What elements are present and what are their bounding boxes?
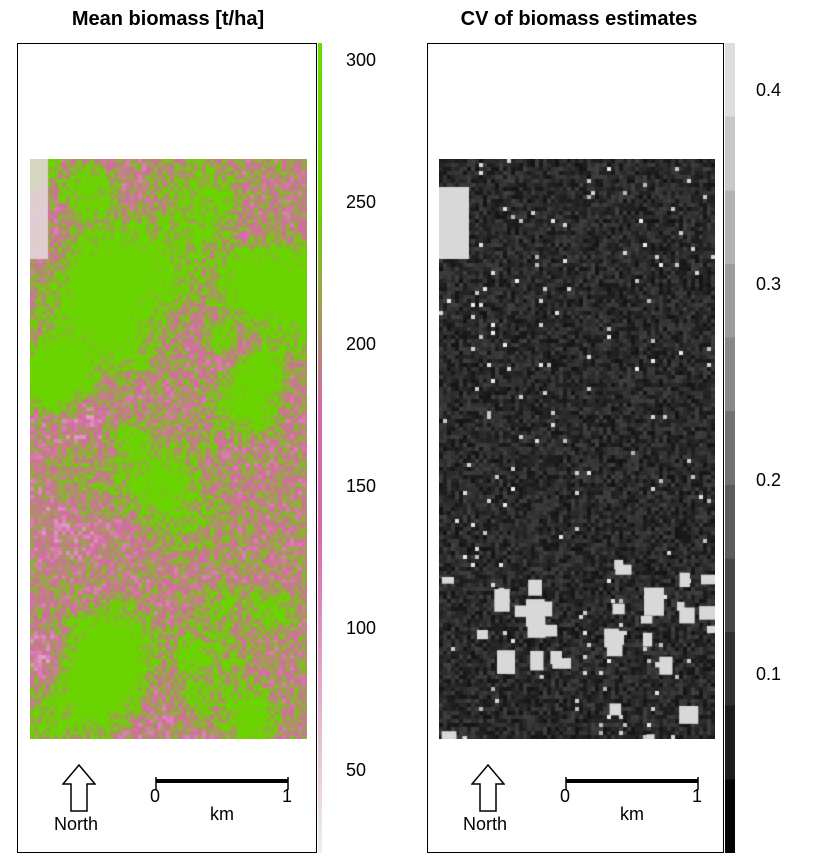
scale-bar-unit-label: km: [210, 804, 234, 824]
legend-tick-label: 250: [346, 192, 377, 212]
legend-tick-label: 150: [346, 476, 377, 496]
legend-tick-label: 50: [346, 760, 367, 780]
right-map-title: CV of biomass estimates: [460, 8, 698, 30]
legend-tick-label: 100: [346, 618, 377, 638]
scale-bar: [565, 777, 699, 790]
legend-tick-label: 0.4: [756, 80, 782, 100]
mean-biomass-raster: [30, 159, 307, 739]
legend-tick-label: 300: [346, 50, 377, 70]
legend-tick-label: 0.1: [756, 664, 782, 684]
north-label: North: [54, 814, 99, 834]
legend-tick-label: 0.2: [756, 470, 782, 490]
scale-bar-zero-label: 0: [560, 786, 571, 806]
scale-bar: [155, 777, 289, 790]
scale-bar-one-label: 1: [282, 786, 293, 806]
cv-colorbar: [725, 43, 735, 853]
scale-bar-zero-label: 0: [150, 786, 161, 806]
legend-tick-label: 200: [346, 334, 377, 354]
mean-biomass-colorbar: [318, 43, 322, 853]
left-map-title: Mean biomass [t/ha]: [71, 8, 265, 30]
legend-tick-label: 0.3: [756, 274, 782, 294]
scale-bar-one-label: 1: [692, 786, 703, 806]
left-map-panel: North 0 1 km: [17, 43, 317, 853]
north-arrow-icon: [471, 764, 505, 812]
north-label: North: [463, 814, 508, 834]
scale-bar-unit-label: km: [620, 804, 644, 824]
cv-biomass-raster: [439, 159, 715, 739]
north-arrow-icon: [62, 764, 96, 812]
right-map-panel: North 0 1 km: [427, 43, 724, 853]
